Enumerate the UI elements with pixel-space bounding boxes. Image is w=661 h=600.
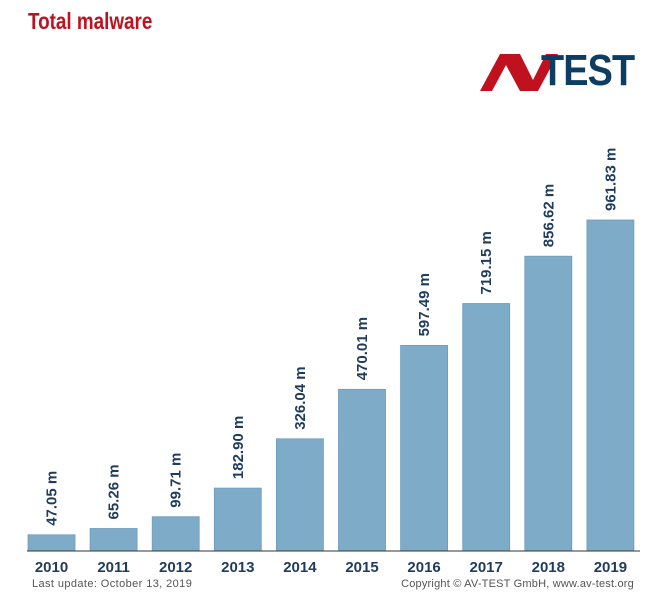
x-tick-2012: 2012 xyxy=(159,559,192,576)
x-tick-2018: 2018 xyxy=(532,559,565,576)
value-label-2010: 47.05 m xyxy=(44,471,61,526)
x-tick-labels-group: 2010 2011 2012 2013 2014 2015 2016 2017 2018 2019 xyxy=(35,559,627,576)
chart-title: Total malware xyxy=(28,8,153,34)
value-label-2011: 65.26 m xyxy=(106,464,123,519)
x-tick-2010: 2010 xyxy=(35,559,68,576)
bar-2014 xyxy=(275,438,324,552)
value-label-2015: 470.01 m xyxy=(354,317,371,380)
x-tick-2015: 2015 xyxy=(345,559,378,576)
value-label-2013: 182.90 m xyxy=(230,416,247,479)
bar-2012 xyxy=(151,516,200,552)
x-tick-2019: 2019 xyxy=(594,559,627,576)
value-label-2017: 719.15 m xyxy=(478,231,495,294)
bar-2015 xyxy=(338,388,386,552)
x-tick-2017: 2017 xyxy=(470,559,503,576)
last-update-text: Last update: October 13, 2019 xyxy=(32,578,193,590)
x-tick-2011: 2011 xyxy=(97,559,130,576)
logo-v-shape xyxy=(508,54,558,91)
bars-group xyxy=(27,219,635,552)
x-tick-2013: 2013 xyxy=(221,559,254,576)
bar-2013 xyxy=(213,487,262,552)
logo-text: TEST xyxy=(541,46,635,95)
copyright-text: Copyright © AV-TEST GmbH, www.av-test.or… xyxy=(401,578,634,590)
value-label-2014: 326.04 m xyxy=(292,366,309,429)
x-tick-2014: 2014 xyxy=(283,559,317,576)
logo-a-shape xyxy=(480,54,532,91)
value-labels-group: 47.05 m 65.26 m 99.71 m 182.90 m 326.04 m 470… xyxy=(44,148,620,526)
bar-2016 xyxy=(400,344,449,552)
value-label-2012: 99.71 m xyxy=(168,453,185,508)
bar-2011 xyxy=(89,528,138,552)
bar-2018 xyxy=(524,255,573,552)
bar-2019 xyxy=(586,219,635,552)
bar-2010 xyxy=(27,534,76,552)
av-test-logo xyxy=(480,54,558,91)
value-label-2018: 856.62 m xyxy=(540,184,557,247)
x-tick-2016: 2016 xyxy=(407,559,440,576)
value-label-2016: 597.49 m xyxy=(416,273,433,336)
bar-2017 xyxy=(462,303,511,552)
value-label-2019: 961.83 m xyxy=(602,148,619,211)
